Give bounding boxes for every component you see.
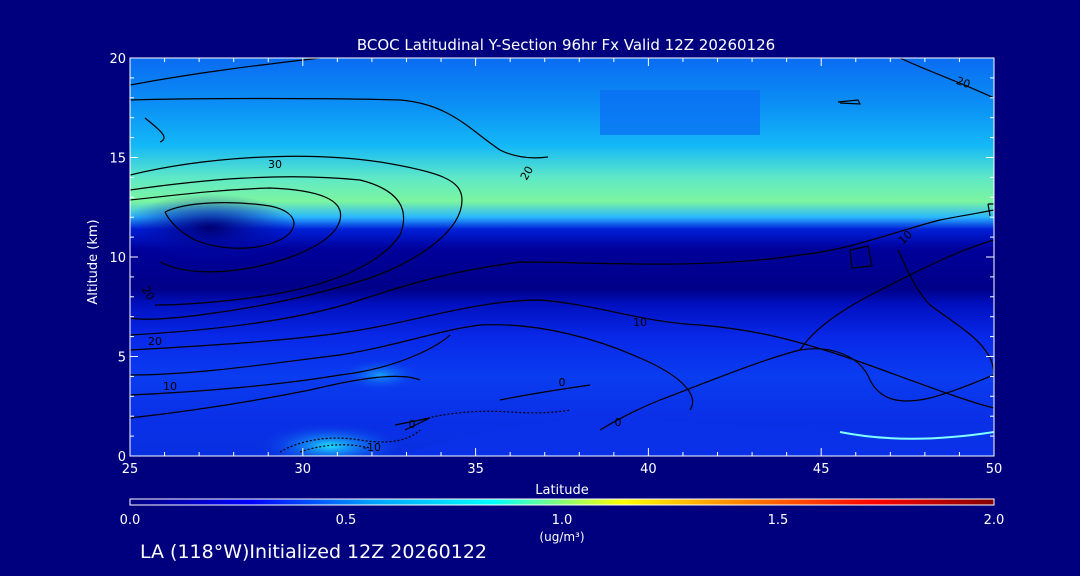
contour-line bbox=[897, 249, 994, 380]
colorbar-tick-label: 0.5 bbox=[336, 513, 357, 528]
plot-area: 30 20 20 10 10 20 10 0 0 -10 0 20 bbox=[130, 58, 994, 456]
colorbar-unit-label: (ug/m³) bbox=[539, 530, 584, 544]
contour-line bbox=[299, 444, 371, 453]
contour-line bbox=[130, 375, 421, 419]
contour-line bbox=[499, 384, 591, 401]
contour-line bbox=[419, 409, 571, 421]
x-tick-label: 40 bbox=[640, 462, 657, 477]
colorbar-tick-label: 0.0 bbox=[120, 513, 141, 528]
contour-line bbox=[799, 239, 994, 351]
x-tick-label: 50 bbox=[986, 462, 1003, 477]
field-dark-core bbox=[130, 194, 300, 262]
contour-line bbox=[899, 58, 994, 99]
contour-label: 20 bbox=[139, 284, 157, 303]
contour-line bbox=[130, 176, 405, 306]
terrain-edge bbox=[839, 431, 994, 440]
y-tick-label: 0 bbox=[118, 450, 126, 465]
contour-line bbox=[164, 202, 295, 249]
chart-title: BCOC Latitudinal Y-Section 96hr Fx Valid… bbox=[357, 36, 775, 54]
x-axis: 25 30 35 40 45 50 bbox=[122, 58, 1003, 477]
contour-line bbox=[849, 245, 873, 269]
contour-label: 30 bbox=[268, 158, 282, 171]
x-tick-label: 30 bbox=[295, 462, 312, 477]
contour-line bbox=[130, 58, 321, 86]
contour-label: 0 bbox=[559, 376, 566, 389]
contour-label: 20 bbox=[518, 164, 536, 183]
contour-label: 0 bbox=[409, 418, 416, 431]
contour-line bbox=[279, 429, 421, 453]
contour-line bbox=[599, 348, 994, 431]
contour-line bbox=[130, 334, 451, 396]
contour-line bbox=[837, 99, 861, 105]
contour-line bbox=[394, 417, 431, 431]
contour-label: 20 bbox=[954, 74, 972, 91]
contour-line bbox=[130, 97, 549, 159]
contour-label: 10 bbox=[633, 316, 647, 329]
x-tick-label: 45 bbox=[813, 462, 830, 477]
field-surface-max bbox=[260, 424, 400, 456]
colorbar-tick-label: 1.0 bbox=[552, 513, 573, 528]
contour-line bbox=[144, 117, 165, 143]
colorbar bbox=[129, 498, 995, 506]
contour-lines bbox=[130, 58, 994, 453]
y-axis: 0 5 10 15 20 bbox=[109, 52, 994, 465]
y-tick-label: 10 bbox=[109, 251, 126, 266]
x-axis-label: Latitude bbox=[535, 483, 589, 498]
contour-line bbox=[130, 299, 994, 409]
contour-label: 20 bbox=[148, 335, 162, 348]
concentration-field bbox=[130, 58, 994, 456]
contour-line bbox=[130, 209, 994, 336]
field-patch-mid bbox=[340, 359, 420, 391]
contour-label: -10 bbox=[363, 441, 381, 454]
x-tick-label: 35 bbox=[467, 462, 484, 477]
contour-label: 0 bbox=[615, 416, 622, 429]
contour-label: 10 bbox=[163, 380, 177, 393]
contour-line bbox=[987, 203, 994, 217]
colorbar-tick-label: 1.5 bbox=[768, 513, 789, 528]
field-terrain bbox=[130, 419, 994, 456]
footer-label: LA (118°W)Initialized 12Z 20260122 bbox=[140, 541, 487, 563]
colorbar-ticks: 0.0 0.5 1.0 1.5 2.0 bbox=[120, 513, 1005, 528]
colorbar-tick-label: 2.0 bbox=[984, 513, 1005, 528]
y-tick-label: 20 bbox=[109, 52, 126, 67]
y-tick-label: 15 bbox=[109, 152, 126, 167]
y-tick-label: 5 bbox=[118, 351, 126, 366]
y-axis-label: Altitude (km) bbox=[86, 219, 101, 304]
contour-line bbox=[130, 187, 342, 273]
contour-line bbox=[130, 155, 463, 320]
field-patch bbox=[600, 90, 760, 135]
contour-line bbox=[130, 324, 694, 411]
x-tick-label: 25 bbox=[122, 462, 139, 477]
